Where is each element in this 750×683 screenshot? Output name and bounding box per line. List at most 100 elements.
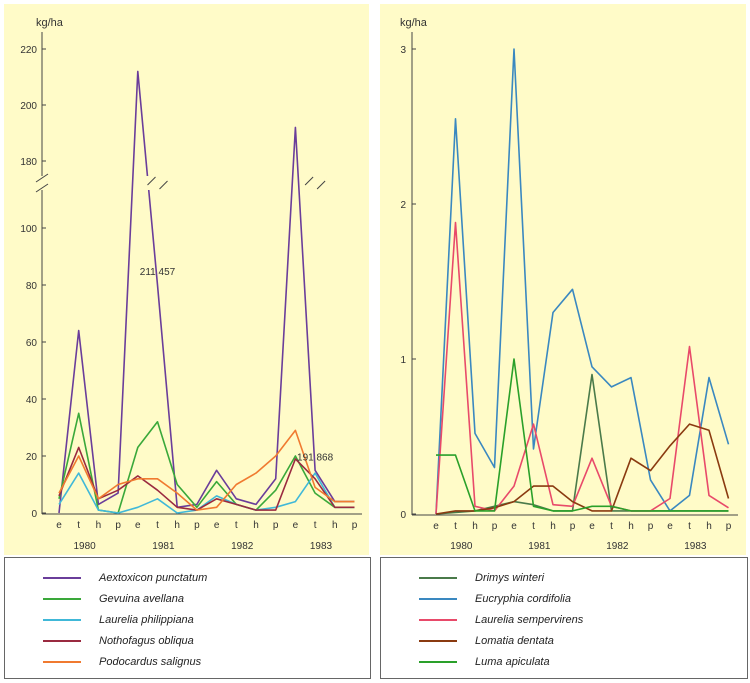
legend-label: Podocardus salignus (99, 656, 202, 668)
x-tick-label: t (688, 521, 691, 532)
legend-label: Luma apiculata (475, 656, 550, 668)
x-tick-label: p (492, 521, 498, 532)
right-chart-panel: kg/ha 0 1 2 3 e t h p e t h p e t h p e t h p 1980 1981 1982 198… (380, 4, 746, 555)
legend-swatch (419, 619, 457, 621)
x-tick-label: t (454, 521, 457, 532)
legend-item-podocardus-salignus: Podocardus salignus (43, 654, 201, 670)
legend-label: Aextoxicon punctatum (99, 572, 208, 584)
y-tick-label: 2 (400, 200, 406, 211)
y-tick-label: 180 (20, 157, 37, 168)
x-tick-label: p (273, 520, 279, 531)
x-tick-label: h (174, 520, 180, 531)
x-tick-label: e (511, 521, 517, 532)
x-tick-label: h (706, 521, 712, 532)
series-break-mark (159, 180, 168, 190)
legend-item-nothofagus-obliqua: Nothofagus obliqua (43, 633, 194, 649)
x-tick-label: p (115, 520, 121, 531)
x-tick-label: t (610, 521, 613, 532)
legend-item-luma-apiculata: Luma apiculata (419, 654, 550, 670)
series-line-lomatia-dentata (435, 423, 730, 515)
legend-item-laurelia-philippiana: Laurelia philippiana (43, 612, 194, 628)
x-tick-label: p (570, 521, 576, 532)
legend-swatch (419, 577, 457, 579)
legend-label: Nothofagus obliqua (99, 635, 194, 647)
x-tick-label: e (293, 520, 299, 531)
year-label: 1981 (152, 541, 175, 552)
x-tick-label: h (96, 520, 102, 531)
legend-label: Drimys winteri (475, 572, 545, 584)
x-tick-label: t (77, 520, 80, 531)
legend-item-lomatia-dentata: Lomatia dentata (419, 633, 554, 649)
y-tick-label: 100 (20, 224, 37, 235)
y-tick-label: 0 (31, 509, 37, 520)
x-tick-label: t (235, 520, 238, 531)
x-tick-label: t (532, 521, 535, 532)
x-tick-label: p (726, 521, 732, 532)
left-legend: Aextoxicon punctatum Gevuina avellana Laur… (4, 557, 371, 679)
x-tick-label: h (253, 520, 259, 531)
series-line-laurelia-philippiana (58, 472, 355, 514)
x-tick-label: h (550, 521, 556, 532)
legend-label: Laurelia philippiana (99, 614, 194, 626)
x-tick-label: e (667, 521, 673, 532)
series-line-nothofagus-obliqua (58, 446, 355, 511)
legend-swatch (43, 661, 81, 663)
x-tick-label: e (135, 520, 141, 531)
x-tick-label: e (589, 521, 595, 532)
x-tick-label: e (214, 520, 220, 531)
year-label: 1980 (73, 541, 96, 552)
y-axis-label: kg/ha (36, 17, 64, 29)
x-tick-label: p (352, 520, 358, 531)
legend-item-drimys-winteri: Drimys winteri (419, 570, 544, 586)
legend-item-laurelia-sempervirens: Laurelia sempervirens (419, 612, 583, 628)
y-tick-label: 0 (400, 510, 406, 521)
series-break-mark (304, 176, 314, 186)
x-tick-label: e (56, 520, 62, 531)
series-break-mark (147, 176, 156, 186)
x-tick-label: p (648, 521, 654, 532)
legend-item-eucryphia-cordifolia: Eucryphia cordifolia (419, 591, 571, 607)
y-tick-label: 200 (20, 101, 37, 112)
series-line-eucryphia-cordifolia (435, 48, 730, 515)
y-tick-label: 1 (400, 355, 406, 366)
series-break-gap (304, 176, 327, 190)
legend-swatch (419, 640, 457, 642)
right-legend: Drimys winteri Eucryphia cordifolia Laurel… (380, 557, 748, 679)
legend-item-gevuina-avellana: Gevuina avellana (43, 591, 184, 607)
y-tick-label: 40 (26, 395, 38, 406)
y-tick-label: 20 (26, 452, 38, 463)
x-tick-label: p (194, 520, 200, 531)
year-label: 1981 (528, 541, 551, 552)
x-tick-label: t (314, 520, 317, 531)
right-chart: kg/ha 0 1 2 3 e t h p e t h p e t h p e t h p 1980 1981 1982 198… (400, 17, 738, 552)
y-tick-label: 220 (20, 45, 37, 56)
legend-label: Eucryphia cordifolia (475, 593, 571, 605)
year-label: 1982 (231, 541, 254, 552)
y-tick-label: 3 (400, 45, 406, 56)
legend-swatch (419, 598, 457, 600)
legend-label: Laurelia sempervirens (475, 614, 584, 626)
series-line-laurelia-sempervirens (435, 221, 729, 515)
x-tick-label: h (332, 520, 338, 531)
legend-label: Gevuina avellana (99, 593, 185, 605)
x-tick-label: h (628, 521, 634, 532)
y-tick-label: 80 (26, 281, 38, 292)
y-tick-label: 60 (26, 338, 38, 349)
x-tick-label: h (472, 521, 478, 532)
axis-break-mark (35, 183, 49, 193)
legend-item-aextoxicon-punctatum: Aextoxicon punctatum (43, 570, 207, 586)
x-tick-label: e (433, 521, 439, 532)
left-chart-panel: kg/ha 0 20 40 60 80 100 180 200 220 e t h p e t h p e t h p e t… (4, 4, 369, 555)
peak-annotation: 191 868 (297, 452, 334, 463)
left-chart: kg/ha 0 20 40 60 80 100 180 200 220 e t h p e t h p e t h p e t… (20, 17, 362, 552)
series-line-aextoxicon-punctatum (58, 70, 355, 514)
series-break-mark (316, 180, 326, 190)
legend-swatch (43, 577, 81, 579)
legend-swatch (43, 640, 81, 642)
year-label: 1983 (684, 541, 707, 552)
y-axis-label: kg/ha (400, 17, 428, 29)
series-line-luma-apiculata (436, 358, 729, 512)
year-label: 1982 (606, 541, 629, 552)
legend-swatch (419, 661, 457, 663)
axis-break-mark (35, 173, 49, 183)
